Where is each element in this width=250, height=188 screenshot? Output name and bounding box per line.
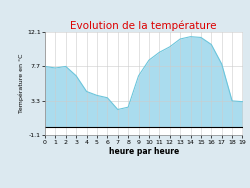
X-axis label: heure par heure: heure par heure [108, 147, 179, 156]
Title: Evolution de la température: Evolution de la température [70, 21, 217, 31]
Y-axis label: Température en °C: Température en °C [19, 54, 24, 113]
